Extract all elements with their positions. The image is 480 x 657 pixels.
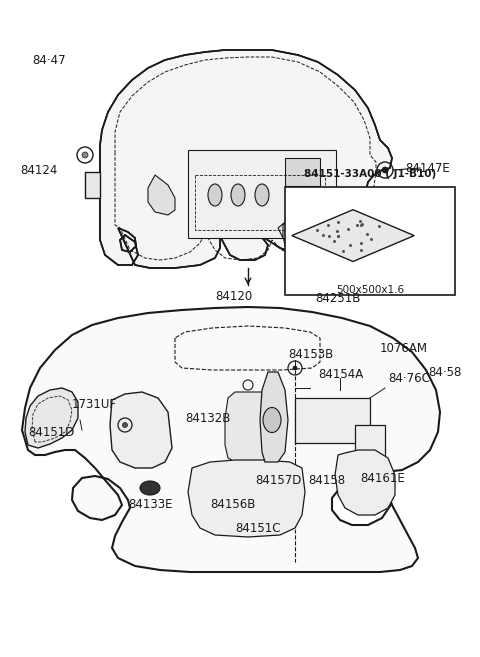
Bar xyxy=(285,187,455,295)
Text: 84120: 84120 xyxy=(215,290,252,304)
Text: 500x500x1.6: 500x500x1.6 xyxy=(336,285,404,295)
Text: 84133E: 84133E xyxy=(128,499,172,512)
Text: 84161E: 84161E xyxy=(360,472,405,484)
Text: 84151-33A00 ( J1-B10): 84151-33A00 ( J1-B10) xyxy=(304,169,436,179)
Circle shape xyxy=(382,167,388,173)
Bar xyxy=(285,158,320,186)
Polygon shape xyxy=(25,388,78,448)
Polygon shape xyxy=(188,460,305,537)
Bar xyxy=(188,150,336,238)
Text: 84251B: 84251B xyxy=(315,292,360,304)
Ellipse shape xyxy=(255,184,269,206)
Polygon shape xyxy=(283,210,395,264)
Text: 84147E: 84147E xyxy=(405,162,450,175)
Text: 84153B: 84153B xyxy=(288,348,333,361)
Text: 84151C: 84151C xyxy=(235,522,280,535)
Text: 84132B: 84132B xyxy=(185,411,230,424)
Circle shape xyxy=(122,422,128,428)
Polygon shape xyxy=(148,175,175,215)
Text: 84158: 84158 xyxy=(308,474,345,486)
Polygon shape xyxy=(85,172,100,198)
Bar xyxy=(295,398,370,443)
Circle shape xyxy=(293,366,297,370)
Polygon shape xyxy=(335,450,395,515)
Text: 84·76C: 84·76C xyxy=(388,371,430,384)
Polygon shape xyxy=(292,210,414,261)
Polygon shape xyxy=(110,392,172,468)
Bar xyxy=(195,175,325,230)
Polygon shape xyxy=(260,372,288,462)
Text: 84157D: 84157D xyxy=(255,474,301,486)
Text: 84156B: 84156B xyxy=(210,499,255,512)
Text: 84151D: 84151D xyxy=(28,426,74,438)
Text: 84124: 84124 xyxy=(20,164,58,177)
Bar xyxy=(355,425,385,465)
Text: 1076AM: 1076AM xyxy=(380,342,428,355)
Circle shape xyxy=(82,152,88,158)
Text: 84154A: 84154A xyxy=(318,369,363,382)
Polygon shape xyxy=(395,222,410,238)
Text: 84·47: 84·47 xyxy=(32,53,66,66)
Polygon shape xyxy=(225,392,272,462)
Polygon shape xyxy=(278,218,290,238)
Polygon shape xyxy=(100,50,392,268)
Text: 84·58: 84·58 xyxy=(428,365,461,378)
Ellipse shape xyxy=(231,184,245,206)
Ellipse shape xyxy=(140,481,160,495)
Ellipse shape xyxy=(263,407,281,432)
Ellipse shape xyxy=(208,184,222,206)
Polygon shape xyxy=(22,307,440,572)
Text: 1731UF: 1731UF xyxy=(72,399,117,411)
